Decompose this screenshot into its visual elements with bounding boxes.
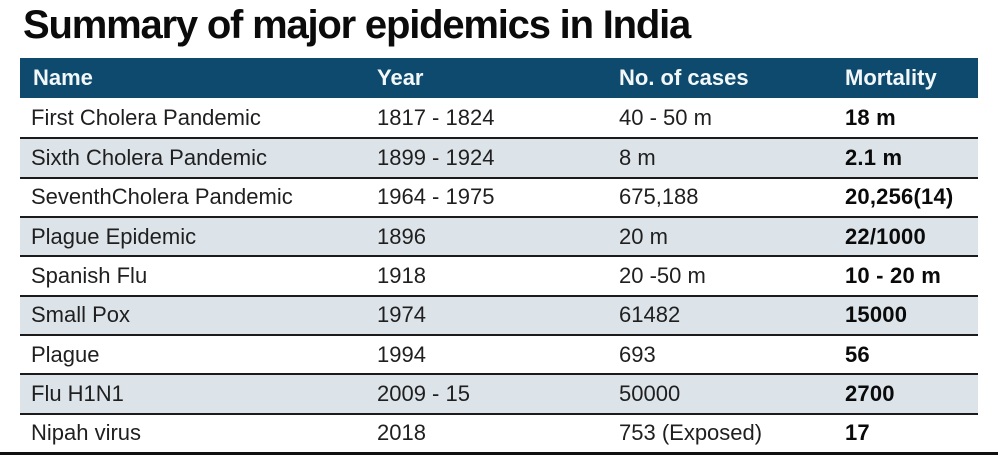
table-row: Plague 1994 693 56 [20, 333, 978, 373]
cell-cases: 20 m [619, 223, 668, 249]
table-row: Plague Epidemic 1896 20 m 22/1000 [20, 215, 978, 256]
bottom-border-line [0, 452, 998, 455]
cell-name: Plague [31, 341, 100, 367]
cell-mortality: 2700 [845, 380, 895, 406]
table-row: Nipah virus 2018 753 (Exposed) 17 [20, 412, 978, 452]
cell-year: 2018 [377, 420, 426, 446]
cell-year: 1974 [377, 302, 426, 328]
cell-cases: 675,188 [619, 184, 699, 210]
table-row: Small Pox 1974 61482 15000 [20, 294, 978, 334]
cell-name: Small Pox [31, 302, 131, 328]
cell-name: Flu H1N1 [31, 380, 124, 406]
cell-year: 1994 [377, 341, 426, 367]
cell-year: 1817 - 1824 [377, 104, 495, 130]
cell-mortality: 2.1 m [845, 144, 903, 170]
column-header-mortality: Mortality [845, 65, 937, 90]
page-title: Summary of major epidemics in India [23, 3, 691, 47]
column-header-year: Year [377, 65, 424, 90]
cell-mortality: 20,256(14) [845, 184, 954, 210]
cell-year: 1964 - 1975 [377, 184, 495, 210]
cell-name: Spanish Flu [31, 262, 148, 288]
cell-mortality: 10 - 20 m [845, 262, 941, 288]
table-row: Sixth Cholera Pandemic 1899 - 1924 8 m 2… [20, 137, 978, 177]
cell-name: Plague Epidemic [31, 223, 197, 249]
cell-mortality: 22/1000 [845, 223, 926, 249]
cell-year: 1896 [377, 223, 426, 249]
epidemics-table: Name Year No. of cases Mortality First C… [20, 58, 978, 452]
cell-name: Nipah virus [31, 420, 142, 446]
table-row: SeventhCholera Pandemic 1964 - 1975 675,… [20, 176, 978, 216]
cell-cases: 753 (Exposed) [619, 420, 763, 446]
cell-name: First Cholera Pandemic [31, 104, 261, 130]
table-row: Spanish Flu 1918 20 -50 m 10 - 20 m [20, 255, 978, 294]
cell-name: SeventhCholera Pandemic [31, 184, 293, 210]
cell-year: 1899 - 1924 [377, 144, 495, 170]
table-row: Flu H1N1 2009 - 15 50000 2700 [20, 373, 978, 413]
cell-cases: 50000 [619, 380, 681, 406]
cell-name: Sixth Cholera Pandemic [31, 144, 268, 170]
cell-cases: 693 [619, 341, 656, 367]
cell-mortality: 17 [845, 420, 870, 446]
cell-mortality: 18 m [845, 104, 896, 130]
cell-cases: 61482 [619, 302, 681, 328]
cell-cases: 40 - 50 m [619, 104, 712, 130]
cell-mortality: 56 [845, 341, 870, 367]
cell-year: 2009 - 15 [377, 380, 470, 406]
cell-mortality: 15000 [845, 302, 908, 328]
table-row: First Cholera Pandemic 1817 - 1824 40 - … [20, 98, 978, 137]
cell-cases: 8 m [619, 144, 656, 170]
cell-cases: 20 -50 m [619, 262, 706, 288]
column-header-name: Name [33, 65, 93, 90]
cell-year: 1918 [377, 262, 426, 288]
column-header-cases: No. of cases [619, 65, 749, 90]
table-header-row: Name Year No. of cases Mortality [20, 58, 978, 98]
